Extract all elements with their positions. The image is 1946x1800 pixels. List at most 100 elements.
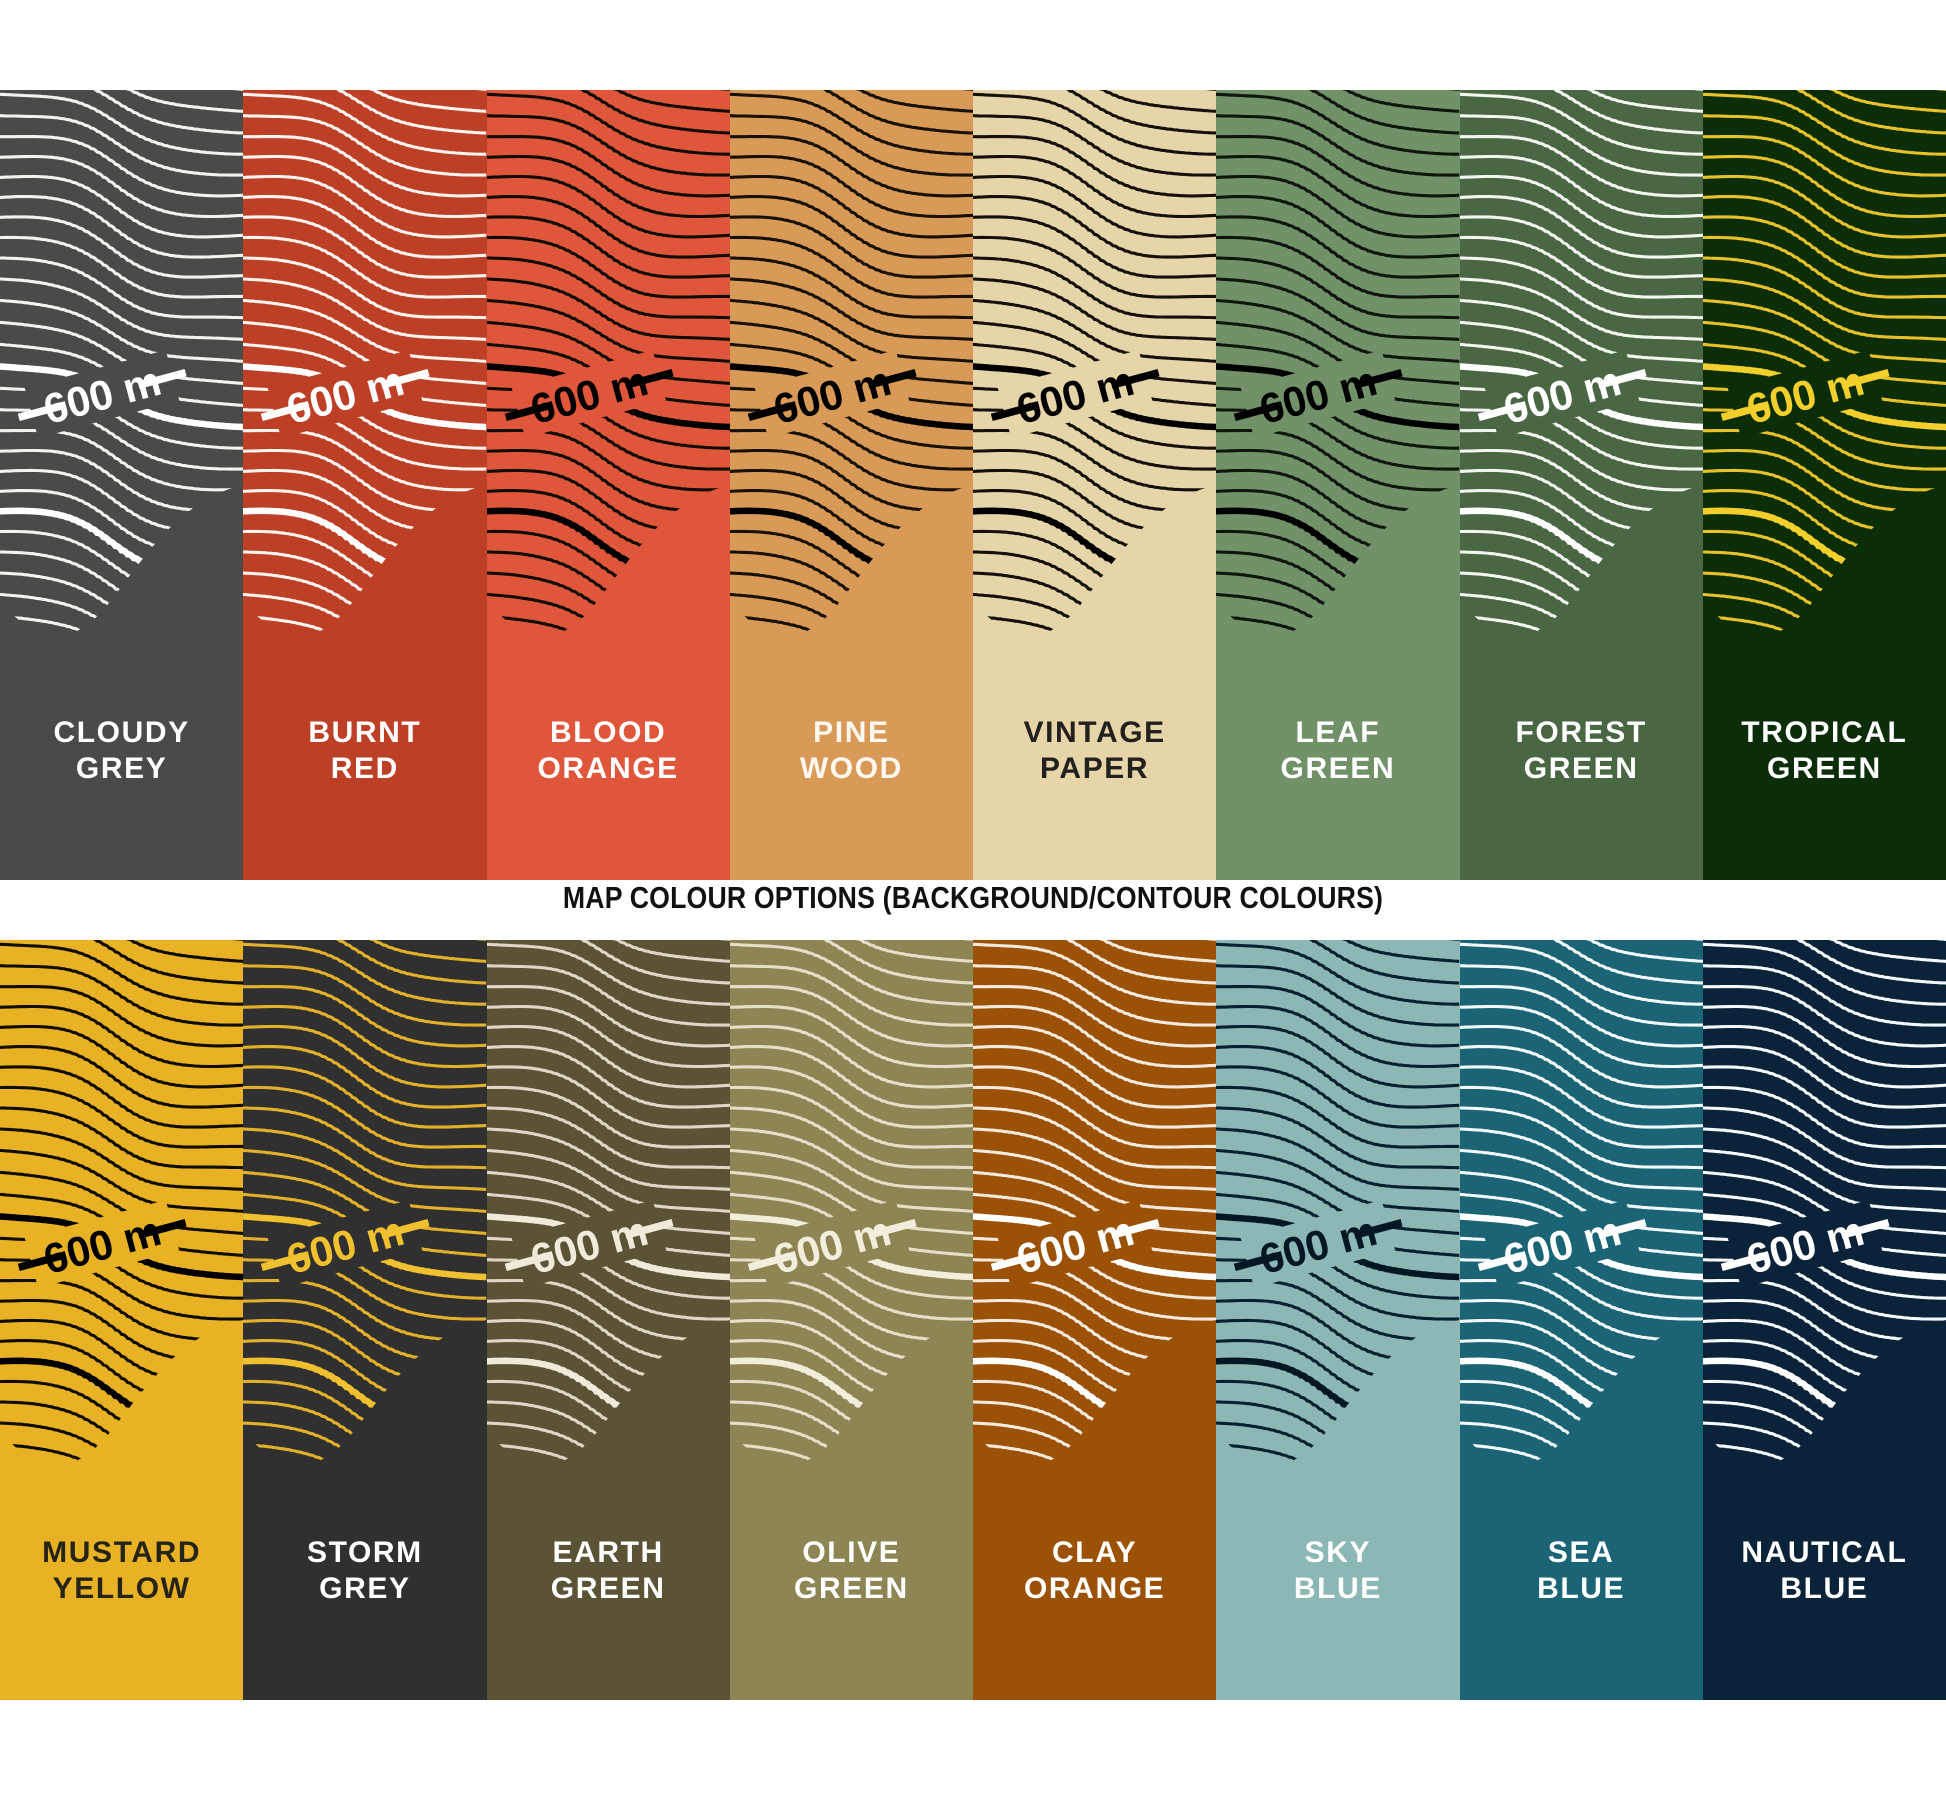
contour-line xyxy=(486,636,730,638)
contour-line xyxy=(973,550,1217,614)
contour-line xyxy=(486,1106,730,1170)
colour-swatch[interactable]: 600 m PINE WOOD xyxy=(729,90,973,880)
contour-line xyxy=(0,195,244,259)
contour-line xyxy=(1702,90,1946,113)
index-contour-line xyxy=(973,507,1217,575)
contour-line xyxy=(1459,174,1703,239)
contour-line xyxy=(1702,964,1946,1027)
contour-line xyxy=(0,1338,244,1403)
contour-line xyxy=(1216,661,1459,722)
contour-line xyxy=(729,92,973,156)
contour-line xyxy=(0,235,244,299)
contour-line xyxy=(486,320,730,386)
colour-swatch[interactable]: 600 m SKY BLUE xyxy=(1216,940,1460,1700)
contour-line xyxy=(1216,277,1460,342)
contour-line xyxy=(243,90,487,113)
colour-swatch[interactable]: 600 m CLOUDY GREY xyxy=(0,90,244,880)
contour-line xyxy=(973,1085,1217,1149)
contour-line xyxy=(243,1106,487,1170)
contour-line xyxy=(1216,256,1460,320)
contour-line xyxy=(1216,235,1460,299)
contour-label-backdrop xyxy=(1484,350,1639,439)
index-contour-line xyxy=(729,1357,973,1425)
colour-swatch[interactable]: 600 m LEAF GREEN xyxy=(1216,90,1460,880)
contour-line xyxy=(243,661,486,722)
contour-line xyxy=(1216,636,1460,638)
contour-line xyxy=(0,940,244,985)
contour-line xyxy=(1702,1298,1946,1362)
contour-lines: 600 m xyxy=(1459,90,1703,638)
contour-label-backdrop xyxy=(511,1200,666,1289)
index-contour-line xyxy=(243,1357,487,1425)
index-contour-segment xyxy=(137,369,187,389)
contour-line xyxy=(1459,550,1703,614)
contour-line xyxy=(729,1024,973,1089)
contour-line xyxy=(729,1148,973,1213)
colour-swatch[interactable]: 600 m SEA BLUE xyxy=(1459,940,1703,1700)
colour-swatch[interactable]: 600 m FOREST GREEN xyxy=(1459,90,1703,880)
index-contour-segment xyxy=(17,1251,67,1271)
contour-line xyxy=(243,277,487,342)
contour-line xyxy=(486,1338,730,1403)
index-contour-segment xyxy=(1110,1219,1160,1239)
contour-line xyxy=(729,940,973,963)
contour-line xyxy=(0,550,244,614)
colour-swatch[interactable]: 600 m BLOOD ORANGE xyxy=(486,90,730,880)
contour-line xyxy=(486,448,730,512)
colour-swatch[interactable]: 600 m OLIVE GREEN xyxy=(729,940,973,1700)
colour-swatch[interactable]: 600 m VINTAGE PAPER xyxy=(973,90,1217,880)
contour-line xyxy=(243,448,487,512)
contour-line xyxy=(486,1127,730,1192)
contour-line xyxy=(973,1298,1217,1362)
contour-line xyxy=(243,550,487,614)
contour-line xyxy=(0,298,244,363)
contour-line xyxy=(243,1004,487,1069)
contour-line xyxy=(1702,235,1946,299)
contour-line xyxy=(973,215,1217,279)
contour-line xyxy=(1216,448,1460,512)
contour-line xyxy=(486,529,730,593)
contour-line xyxy=(1459,195,1703,259)
colour-swatch[interactable]: 600 m STORM GREY xyxy=(243,940,487,1700)
contour-line xyxy=(486,592,730,638)
colour-swatch[interactable]: 600 m EARTH GREEN xyxy=(486,940,730,1700)
contour-line xyxy=(486,277,730,342)
index-contour-line xyxy=(486,507,730,575)
contour-line xyxy=(729,614,973,638)
contour-line xyxy=(973,1065,1217,1129)
colour-swatch-label: STORM GREY xyxy=(306,1535,423,1606)
contour-line xyxy=(486,468,730,533)
contour-line xyxy=(1702,215,1946,279)
index-contour-line xyxy=(486,1357,730,1425)
contour-line xyxy=(1702,90,1946,135)
contour-line xyxy=(973,277,1217,342)
colour-swatch-label: BLOOD ORANGE xyxy=(537,715,679,786)
contour-line xyxy=(1216,1127,1460,1192)
contour-line xyxy=(1216,1170,1460,1236)
contour-line xyxy=(973,174,1217,239)
contour-line xyxy=(243,1442,487,1467)
colour-swatch[interactable]: 600 m BURNT RED xyxy=(243,90,487,880)
contour-line xyxy=(1702,940,1946,985)
colour-swatch[interactable]: 600 m MUSTARD YELLOW xyxy=(0,940,244,1700)
colour-swatch[interactable]: 600 m TROPICAL GREEN xyxy=(1702,90,1946,880)
contour-line xyxy=(1216,90,1460,113)
contour-line xyxy=(486,488,730,553)
contour-line xyxy=(973,134,1217,198)
contour-line xyxy=(0,277,244,342)
contour-line xyxy=(0,571,244,636)
contour-line xyxy=(1216,114,1460,177)
colour-swatch-label: MUSTARD YELLOW xyxy=(42,1535,202,1606)
contour-line xyxy=(1216,134,1460,198)
colour-swatch[interactable]: 600 m NAUTICAL BLUE xyxy=(1702,940,1946,1700)
contour-line xyxy=(486,256,730,320)
contour-line xyxy=(729,940,973,985)
colour-swatch[interactable]: 600 m CLAY ORANGE xyxy=(973,940,1217,1700)
index-contour-segment xyxy=(261,401,310,421)
contour-line xyxy=(1216,1464,1460,1467)
contour-line xyxy=(1459,1442,1703,1467)
contour-line xyxy=(243,1065,487,1129)
contour-line xyxy=(0,1106,244,1170)
contour-line xyxy=(729,1106,973,1170)
contour-line xyxy=(729,277,973,342)
